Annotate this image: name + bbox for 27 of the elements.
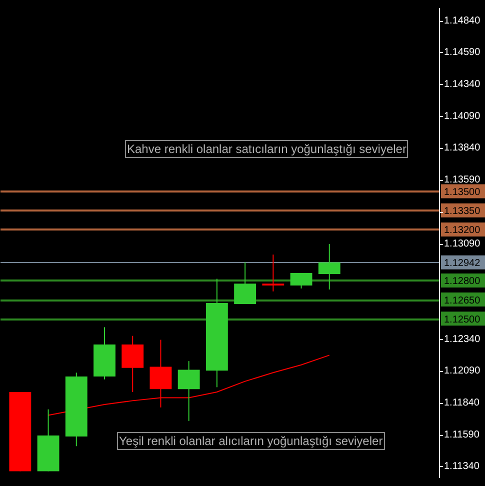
ref-line-label: 1.12500 [444,314,481,326]
candlestick [318,244,340,290]
annotation: Kahve renkli olanlar satıcıların yoğunlaştığı seviyeler [125,140,408,158]
y-tick-label: 1.13840 [444,142,481,154]
y-tick-label: 1.12090 [444,366,481,377]
annotation: Yeşil renkli olanlar alıcıların yoğunlaştığı seviyeler [117,432,385,450]
ref-line-label: 1.13500 [444,187,481,198]
y-tick-label: 1.11340 [444,461,480,472]
y-tick-label: 1.14340 [444,79,481,90]
candlestick [122,335,144,393]
y-tick-label: 1.14090 [444,110,481,122]
ref-line-label: 1.12942 [444,258,481,270]
y-tick-label: 1.14840 [444,15,481,26]
y-tick-label: 1.14590 [444,47,481,58]
ref-line-label: 1.12650 [444,295,481,306]
y-tick-label: 1.12340 [444,334,481,345]
y-tick-label: 1.11590 [444,429,480,440]
ref-line-label: 1.13350 [444,206,481,218]
ref-line-label: 1.13200 [444,225,481,236]
candlestick [290,272,312,289]
candlestick [262,254,284,292]
y-tick-label: 1.13090 [444,238,481,250]
y-tick-label: 1.13590 [444,174,481,186]
y-tick-label: 1.11840 [444,397,480,408]
ref-line-label: 1.12800 [444,276,481,288]
candlestick [234,262,256,305]
candlestick [178,360,200,422]
